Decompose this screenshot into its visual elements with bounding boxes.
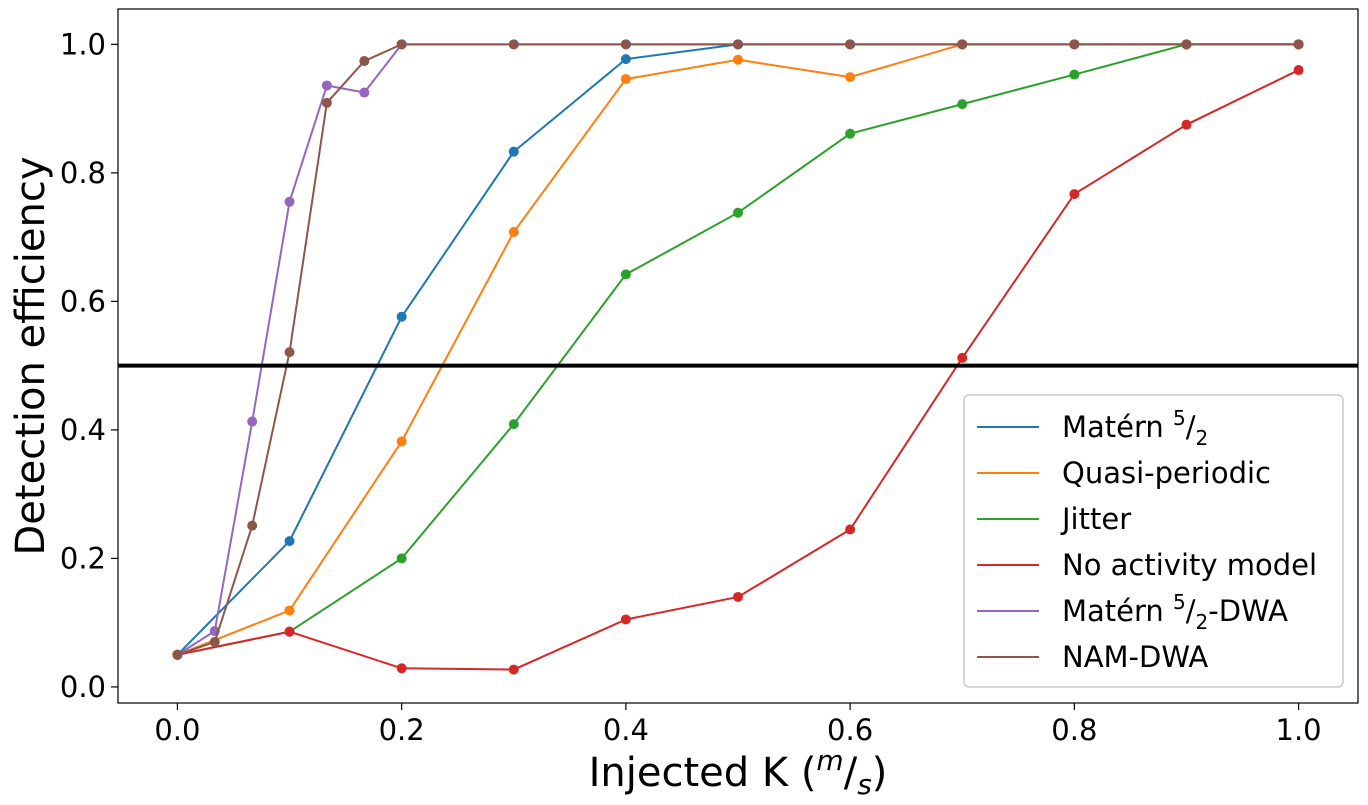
y-axis-title: Detection efficiency (8, 156, 54, 555)
data-point-nam-dwa (620, 39, 631, 50)
legend-item-no-activity-model: No activity model (977, 548, 1317, 582)
data-point-no-activity-model (1181, 119, 1192, 130)
legend-label-text: No activity model (1062, 548, 1317, 582)
data-point-nam-dwa (508, 39, 519, 50)
data-point-nam-dwa (1293, 39, 1304, 50)
legend-label: Matérn 5/2 (1062, 406, 1208, 450)
data-point-nam-dwa (1069, 39, 1080, 50)
data-point-jitter (620, 269, 631, 280)
x-tick-label: 0.0 (154, 713, 200, 747)
data-point-nam-dwa (284, 347, 295, 358)
data-point-no-activity-model (845, 524, 856, 535)
data-point-nam-dwa (209, 636, 220, 647)
y-tick-label: 0.8 (60, 156, 106, 190)
legend-label: NAM-DWA (1062, 640, 1208, 674)
data-point-nam-dwa (247, 520, 258, 531)
x-tick-label: 0.6 (827, 713, 873, 747)
data-point-nam-dwa (172, 649, 183, 660)
x-tick-label: 1.0 (1276, 713, 1322, 747)
data-point-jitter (396, 553, 407, 564)
y-tick-label: 1.0 (60, 27, 106, 61)
data-point-jitter (733, 207, 743, 218)
data-point-nam-dwa (321, 97, 332, 108)
data-point-no-activity-model (284, 626, 295, 637)
data-point-mat-rn-5-2-dwa (321, 80, 332, 91)
legend-label-text: Quasi-periodic (1062, 456, 1271, 490)
data-point-jitter (1069, 69, 1080, 80)
data-point-quasi-periodic (733, 54, 743, 65)
y-tick-label: 0.0 (60, 670, 106, 704)
data-point-nam-dwa (359, 56, 370, 67)
legend-label-sub: 2 (1196, 610, 1209, 634)
data-point-no-activity-model (957, 352, 968, 363)
legend-label-text: Matérn (1062, 594, 1173, 628)
data-point-quasi-periodic (396, 436, 407, 447)
data-point-quasi-periodic (845, 72, 856, 83)
legend-label-sup: 5 (1173, 406, 1186, 430)
data-point-mat-rn-5-2-dwa (284, 196, 295, 207)
y-tick-label: 0.2 (60, 541, 106, 575)
legend-item-quasi-periodic: Quasi-periodic (977, 456, 1271, 490)
y-tick-label: 0.6 (60, 284, 106, 318)
legend-label: Jitter (1060, 502, 1131, 536)
legend-label: Matérn 5/2-DWA (1062, 590, 1288, 634)
data-point-no-activity-model (1293, 65, 1304, 76)
legend-box (963, 394, 1344, 688)
legend-label-text: Matérn (1062, 410, 1173, 444)
data-point-mat-rn-5-2 (284, 536, 295, 547)
x-tick-label: 0.2 (379, 713, 425, 747)
legend-label: Quasi-periodic (1062, 456, 1271, 490)
series-nam-dwa (172, 39, 1304, 660)
data-point-jitter (508, 419, 519, 430)
y-tick-label: 0.4 (60, 413, 106, 447)
legend-label-sup: 5 (1173, 590, 1186, 614)
data-point-jitter (845, 128, 856, 139)
series-layer (172, 39, 1304, 675)
data-point-quasi-periodic (620, 74, 631, 85)
legend-label-sub: 2 (1196, 426, 1209, 450)
axis-ticks: 0.0 0.2 0.4 0.6 0.8 1.0 0.0 0.2 0.4 0.6 0.8 1.0 (60, 27, 1322, 747)
legend-label: No activity model (1062, 548, 1317, 582)
data-point-quasi-periodic (284, 605, 295, 616)
x-tick-label: 0.8 (1051, 713, 1097, 747)
data-point-no-activity-model (508, 664, 519, 675)
legend-item-mat-rn-5-2: Matérn 5/2 (977, 406, 1208, 450)
data-point-nam-dwa (957, 39, 968, 50)
data-point-mat-rn-5-2 (620, 54, 631, 65)
data-point-jitter (957, 99, 968, 110)
data-point-mat-rn-5-2 (508, 146, 519, 157)
legend-label-suffix: -DWA (1208, 594, 1288, 628)
data-point-no-activity-model (620, 614, 631, 625)
legend-item-jitter: Jitter (977, 502, 1131, 536)
legend-item-nam-dwa: NAM-DWA (977, 640, 1208, 674)
data-point-nam-dwa (396, 39, 407, 50)
data-point-no-activity-model (396, 663, 407, 674)
data-point-quasi-periodic (508, 226, 519, 237)
legend-label-text: NAM-DWA (1062, 640, 1208, 674)
legend-label-slash: / (1186, 410, 1196, 444)
axes-frame (117, 8, 1359, 704)
legend-item-mat-rn-5-2-dwa: Matérn 5/2-DWA (977, 590, 1288, 634)
data-point-nam-dwa (733, 39, 743, 50)
x-tick-label: 0.4 (603, 713, 649, 747)
data-point-nam-dwa (845, 39, 856, 50)
data-point-mat-rn-5-2-dwa (359, 87, 370, 98)
legend-label-text: Jitter (1060, 502, 1131, 536)
data-point-mat-rn-5-2-dwa (247, 416, 258, 427)
data-point-nam-dwa (1181, 39, 1192, 50)
x-axis-title: Injected K (m/s) (589, 744, 888, 801)
legend-label-slash: / (1186, 594, 1196, 628)
data-point-mat-rn-5-2 (396, 311, 407, 322)
data-point-no-activity-model (1069, 189, 1080, 200)
data-point-no-activity-model (733, 591, 743, 602)
